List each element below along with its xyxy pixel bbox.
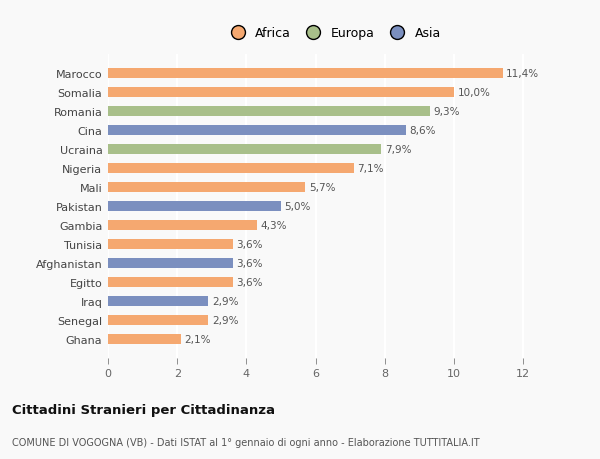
Bar	[108, 315, 208, 325]
Bar	[108, 258, 233, 269]
Text: 7,9%: 7,9%	[385, 145, 412, 155]
Bar	[108, 163, 354, 174]
Bar	[108, 126, 406, 136]
Bar	[108, 334, 181, 344]
Text: 5,0%: 5,0%	[284, 202, 311, 212]
Text: 7,1%: 7,1%	[357, 164, 384, 174]
Bar	[108, 182, 305, 193]
Text: 9,3%: 9,3%	[433, 107, 460, 117]
Text: 3,6%: 3,6%	[236, 258, 263, 269]
Bar	[108, 106, 430, 117]
Text: 2,9%: 2,9%	[212, 315, 238, 325]
Bar	[108, 145, 382, 155]
Text: 10,0%: 10,0%	[458, 88, 490, 98]
Bar	[108, 88, 454, 98]
Bar	[108, 239, 233, 250]
Text: 3,6%: 3,6%	[236, 240, 263, 249]
Bar	[108, 202, 281, 212]
Text: COMUNE DI VOGOGNA (VB) - Dati ISTAT al 1° gennaio di ogni anno - Elaborazione TU: COMUNE DI VOGOGNA (VB) - Dati ISTAT al 1…	[12, 437, 479, 447]
Text: 4,3%: 4,3%	[260, 220, 287, 230]
Text: 3,6%: 3,6%	[236, 277, 263, 287]
Text: 2,1%: 2,1%	[184, 334, 211, 344]
Bar	[108, 69, 503, 79]
Text: 5,7%: 5,7%	[309, 183, 335, 193]
Bar	[108, 220, 257, 231]
Legend: Africa, Europa, Asia: Africa, Europa, Asia	[220, 22, 446, 45]
Text: 8,6%: 8,6%	[409, 126, 436, 136]
Bar	[108, 296, 208, 307]
Text: 2,9%: 2,9%	[212, 296, 238, 306]
Text: Cittadini Stranieri per Cittadinanza: Cittadini Stranieri per Cittadinanza	[12, 403, 275, 416]
Bar	[108, 277, 233, 287]
Text: 11,4%: 11,4%	[506, 69, 539, 79]
